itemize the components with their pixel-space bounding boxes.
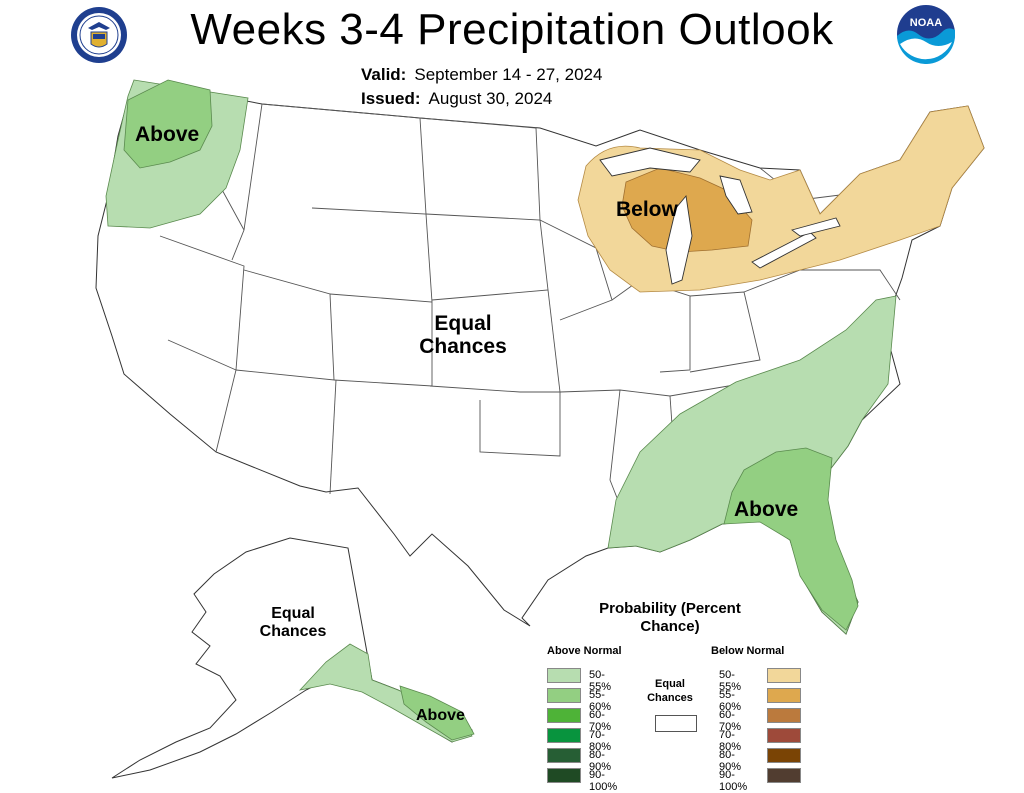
legend-label: 55-60%: [719, 689, 742, 713]
legend-swatch: [547, 768, 581, 783]
legend-label: 55-60%: [589, 689, 612, 713]
valid-label: Valid:: [361, 65, 407, 84]
alaska-outline: [111, 537, 473, 779]
map-title: Weeks 3-4 Precipitation Outlook: [190, 5, 834, 54]
legend-swatch: [547, 668, 581, 683]
legend-swatch: [767, 708, 801, 723]
legend-equal-chances-label: Equal Chances: [647, 678, 693, 704]
legend-label: 90-100%: [589, 769, 618, 793]
legend-swatch: [767, 688, 801, 703]
legend-equal-chances-swatch: [655, 715, 697, 732]
noaa-icon[interactable]: NOAA: [896, 4, 956, 64]
issued-label: Issued:: [361, 89, 421, 108]
lake-erie: [751, 231, 817, 269]
lake-michigan: [665, 194, 693, 285]
valid-dates: Valid: September 14 - 27, 2024: [361, 64, 602, 86]
se-above-55-60: [723, 447, 859, 631]
legend-title: Probability (Percent Chance): [599, 600, 741, 635]
legend-swatch: [767, 748, 801, 763]
label-alaska-above: Above: [416, 707, 465, 724]
label-great-lakes-below: Below: [616, 198, 678, 221]
legend-swatch: [767, 728, 801, 743]
legend-swatch: [547, 708, 581, 723]
ak-above-55-60: [399, 685, 475, 741]
issued-date: Issued: August 30, 2024: [361, 88, 552, 110]
legend-label: 50-55%: [719, 669, 742, 693]
legend-label: 60-70%: [719, 709, 742, 733]
nw-above-55-60: [123, 79, 213, 169]
label-se-above: Above: [734, 498, 799, 521]
legend-swatch: [547, 728, 581, 743]
legend-above-header: Above Normal: [547, 645, 622, 657]
legend-label: 60-70%: [589, 709, 612, 733]
legend-label: 90-100%: [719, 769, 748, 793]
lake-huron: [719, 175, 753, 215]
valid-value: September 14 - 27, 2024: [414, 65, 603, 84]
legend-swatch: [547, 748, 581, 763]
legend-swatch: [767, 668, 801, 683]
issued-value: August 30, 2024: [428, 89, 553, 108]
label-central-equal-chances: Equal Chances: [419, 312, 507, 359]
legend-below-header: Below Normal: [711, 645, 785, 657]
commerce-seal-icon[interactable]: [70, 6, 128, 64]
lake-superior: [599, 147, 701, 177]
legend-label: 70-80%: [719, 729, 742, 753]
legend-swatch: [767, 768, 801, 783]
legend-label: 70-80%: [589, 729, 612, 753]
legend-swatch: [547, 688, 581, 703]
legend-label: 80-90%: [589, 749, 612, 773]
legend-label: 50-55%: [589, 669, 612, 693]
legend-label: 80-90%: [719, 749, 742, 773]
label-alaska-equal-chances: Equal Chances: [259, 605, 327, 640]
noaa-logo-text: NOAA: [910, 17, 942, 29]
lake-ontario: [790, 217, 841, 237]
label-nw-above: Above: [135, 123, 200, 146]
